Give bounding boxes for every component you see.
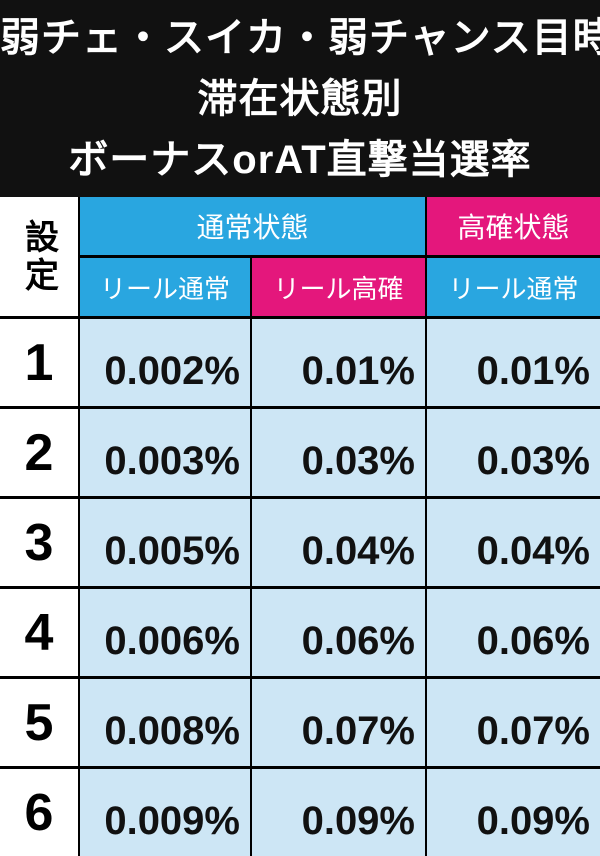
corner-header: 設定 <box>0 197 78 316</box>
title-block: 弱チェ・スイカ・弱チャンス目時 滞在状態別 ボーナスorAT直撃当選率 <box>0 0 600 197</box>
setting-label: 4 <box>0 589 78 676</box>
rate-cell: 0.09% <box>427 769 600 856</box>
title-line: ボーナスorAT直撃当選率 <box>68 138 532 182</box>
rate-cell: 0.09% <box>252 769 425 856</box>
rate-cell: 0.07% <box>252 679 425 766</box>
group-header: 高確状態 <box>427 197 600 255</box>
rate-cell: 0.005% <box>80 499 250 586</box>
column-header: リール通常 <box>80 258 250 316</box>
rate-cell: 0.008% <box>80 679 250 766</box>
table: 設定 通常状態 高確状態 リール通常 リール高確 リール通常 1 0.002% 0.… <box>0 197 600 856</box>
column-header: リール高確 <box>252 258 425 316</box>
title-line: 弱チェ・スイカ・弱チャンス目時 <box>0 16 600 60</box>
setting-label: 5 <box>0 679 78 766</box>
rate-cell: 0.06% <box>252 589 425 676</box>
rate-cell: 0.03% <box>252 409 425 496</box>
rate-cell: 0.04% <box>427 499 600 586</box>
column-header: リール通常 <box>427 258 600 316</box>
title-line: 滞在状態別 <box>197 77 403 121</box>
rate-cell: 0.01% <box>427 319 600 406</box>
rate-cell: 0.06% <box>427 589 600 676</box>
rate-cell: 0.03% <box>427 409 600 496</box>
setting-label: 3 <box>0 499 78 586</box>
rate-cell: 0.006% <box>80 589 250 676</box>
rate-cell: 0.009% <box>80 769 250 856</box>
group-header: 通常状態 <box>80 197 425 255</box>
setting-label: 1 <box>0 319 78 406</box>
rate-cell: 0.04% <box>252 499 425 586</box>
rate-cell: 0.07% <box>427 679 600 766</box>
rate-cell: 0.01% <box>252 319 425 406</box>
rate-cell: 0.002% <box>80 319 250 406</box>
setting-label: 2 <box>0 409 78 496</box>
setting-label: 6 <box>0 769 78 856</box>
rate-cell: 0.003% <box>80 409 250 496</box>
